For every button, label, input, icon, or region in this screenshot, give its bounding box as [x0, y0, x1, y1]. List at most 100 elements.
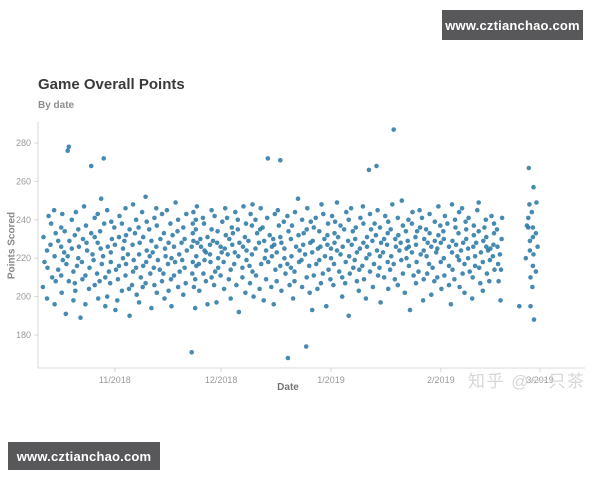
scatter-dot	[417, 225, 423, 230]
scatter-dot	[290, 296, 296, 301]
scatter-dot	[421, 236, 427, 242]
scatter-dot	[175, 229, 180, 234]
scatter-dot	[368, 227, 374, 232]
scatter-dot	[446, 244, 452, 249]
scatter-dot	[442, 213, 448, 219]
scatter-dot	[484, 234, 489, 240]
scatter-dot	[231, 261, 237, 267]
scatter-dot	[169, 255, 174, 261]
scatter-dot	[471, 232, 477, 238]
scatter-dot	[531, 317, 537, 322]
scatter-dot	[236, 309, 242, 315]
scatter-dot	[527, 248, 533, 253]
scatter-dot	[484, 271, 490, 276]
scatter-dot	[399, 257, 404, 263]
scatter-dot	[399, 198, 405, 203]
scatter-dot	[260, 225, 265, 230]
scatter-dot	[191, 209, 196, 215]
scatter-dot	[299, 217, 305, 223]
scatter-dot	[221, 286, 227, 292]
scatter-dot	[296, 232, 301, 238]
scatter-dot	[358, 215, 363, 221]
scatter-dot	[385, 219, 391, 224]
scatter-dot	[377, 225, 383, 230]
scatter-dot	[301, 230, 307, 236]
scatter-dot	[140, 234, 146, 240]
scatter-dot	[324, 303, 329, 309]
scatter-dot	[154, 223, 160, 228]
scatter-dot	[191, 284, 197, 290]
scatter-dot	[168, 221, 173, 226]
scatter-dot	[462, 261, 467, 267]
scatter-dot	[228, 267, 233, 273]
scatter-dot	[172, 259, 178, 265]
scatter-dot	[80, 236, 86, 242]
scatter-dot	[339, 294, 345, 299]
scatter-dot	[192, 277, 198, 282]
scatter-dot	[364, 234, 370, 240]
scatter-dot	[299, 284, 305, 290]
scatter-dot	[465, 255, 471, 261]
scatter-dot	[345, 238, 351, 244]
scatter-dot	[325, 242, 330, 248]
zhihu-watermark: 知乎 @一只茶	[468, 372, 586, 391]
scatter-dot	[95, 296, 101, 301]
scatter-dot	[484, 244, 489, 249]
scatter-dot	[76, 244, 82, 249]
scatter-dot	[338, 252, 343, 257]
scatter-dot	[165, 261, 171, 267]
scatter-dot	[325, 232, 330, 238]
scatter-dot	[157, 267, 163, 273]
scatter-dot	[83, 273, 88, 278]
scatter-dot	[436, 204, 441, 209]
scatter-dot	[228, 296, 233, 301]
scatter-dot	[182, 236, 187, 242]
scatter-dot	[143, 280, 148, 286]
scatter-dot	[88, 163, 94, 169]
scatter-dot	[466, 215, 471, 221]
scatter-dot	[72, 280, 78, 286]
scatter-dot	[289, 253, 294, 259]
scatter-dot	[472, 253, 478, 259]
scatter-dot	[377, 253, 383, 259]
scatter-dot	[193, 217, 199, 223]
scatter-dot	[424, 271, 430, 276]
scatter-dot	[247, 263, 252, 269]
scatter-dot	[457, 284, 462, 290]
scatter-dot	[526, 215, 531, 221]
scatter-dot	[458, 248, 464, 253]
scatter-dot	[309, 250, 315, 255]
scatter-dot	[446, 282, 452, 288]
scatter-dot	[166, 288, 171, 294]
site-watermark-text: www.cztianchao.com	[445, 17, 580, 33]
scatter-dot	[100, 253, 106, 259]
scatter-dot	[132, 230, 138, 236]
scatter-dot	[404, 255, 409, 261]
scatter-dot	[151, 265, 157, 271]
scatter-dot	[534, 200, 539, 205]
scatter-dot	[373, 232, 379, 238]
scatter-dot	[292, 278, 297, 284]
scatter-dot	[322, 236, 327, 242]
scatter-dot	[198, 244, 204, 249]
scatter-dot	[58, 244, 64, 249]
scatter-dot	[420, 298, 426, 303]
scatter-dot	[289, 223, 295, 228]
scatter-dot	[81, 204, 87, 209]
scatter-dot	[52, 302, 57, 307]
scatter-dot	[384, 242, 390, 248]
scatter-dot	[161, 271, 166, 276]
scatter-dot	[273, 267, 278, 273]
scatter-dot	[375, 207, 380, 213]
scatter-dot	[138, 275, 144, 280]
scatter-dot	[478, 250, 484, 255]
scatter-dot	[469, 296, 475, 301]
scatter-dot	[288, 236, 294, 242]
scatter-dot	[83, 223, 89, 228]
scatter-dot	[426, 261, 432, 267]
scatter-dot	[176, 252, 182, 257]
scatter-dot	[117, 213, 122, 219]
x-tick-label: 1/2019	[317, 375, 345, 385]
scatter-dot	[215, 265, 221, 271]
scatter-dot	[69, 217, 75, 223]
